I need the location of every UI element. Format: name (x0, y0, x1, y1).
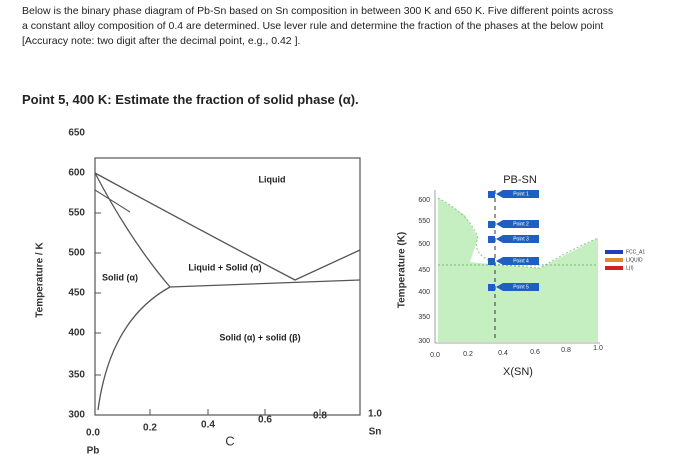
liquidus (94, 172, 361, 281)
legend-label: FCC_A1 (626, 249, 645, 255)
x-tick-label: 0.2 (463, 351, 473, 358)
y-tick-label: 450 (418, 267, 430, 274)
region-label: Liquid + Solid (α) (188, 262, 261, 272)
x-axis-label: X(SN) (503, 366, 533, 378)
points (488, 190, 503, 291)
x-tick-label: 0.8 (561, 347, 571, 354)
prompt: Point 5, 400 K: Estimate the fraction of… (22, 92, 359, 107)
x-end-label: Pb (87, 446, 100, 457)
right-diagram: Point 1 Point 2 Point 3 Point 4 Point 5 … (397, 174, 646, 378)
plot-frame (94, 157, 361, 416)
x-tick-label: 1.0 (593, 345, 603, 352)
x-tick-label: 0.2 (143, 423, 157, 434)
point-label: Point 5 (513, 284, 529, 290)
legend-swatch (605, 266, 623, 270)
y-tick-label: 450 (68, 288, 85, 299)
point-label: Point 4 (513, 258, 529, 264)
x-tick-label: 0.0 (86, 428, 100, 439)
ticks (95, 212, 321, 415)
y-tick-label: 500 (68, 248, 85, 259)
y-tick-label: 550 (68, 208, 85, 219)
region-label: Solid (α) + solid (β) (219, 332, 300, 342)
point-label: Point 1 (513, 191, 529, 197)
phase-boundary (437, 197, 599, 269)
legend-swatch (605, 250, 623, 254)
solidus (94, 172, 361, 288)
y-tick-label: 300 (418, 338, 430, 345)
x-tick-label: 0.4 (201, 420, 215, 431)
y-tick-label: 350 (418, 314, 430, 321)
boundary (94, 189, 131, 213)
y-tick-label: 550 (418, 218, 430, 225)
x-tick-label: 1.0 (368, 409, 382, 420)
phase-region (438, 198, 598, 342)
y-tick-label: 600 (68, 168, 85, 179)
solvus (97, 286, 171, 411)
left-diagram: Temperature / K 650 600 550 500 450 400 … (35, 128, 383, 457)
point-label: Point 3 (513, 236, 529, 242)
question-line: Below is the binary phase diagram of Pb-… (22, 5, 614, 17)
region-label: Liquid (259, 174, 286, 184)
y-tick-label: 400 (418, 289, 430, 296)
y-tick-label: 300 (68, 410, 85, 421)
x-end-label: Sn (369, 427, 382, 438)
y-tick-label: 500 (418, 241, 430, 248)
right-title: PB-SN (503, 174, 537, 186)
y-tick-label: 350 (68, 370, 85, 381)
point-label: Point 2 (513, 221, 529, 227)
question-line: a constant alloy composition of 0.4 are … (22, 20, 604, 32)
x-tick-label: 0.8 (313, 411, 327, 422)
y-tick-label: 600 (418, 197, 430, 204)
x-tick-label: 0.6 (258, 415, 272, 426)
region-label: Solid (α) (102, 272, 138, 282)
y-axis-label: Temperature / K (35, 242, 46, 318)
y-axis-label: Temperature (K) (397, 232, 408, 309)
legend-label: LIQUID (626, 257, 643, 263)
x-axis-label: C (225, 433, 234, 448)
x-tick-label: 0.6 (530, 349, 540, 356)
x-tick-label: 0.0 (430, 352, 440, 359)
y-tick-label: 400 (68, 328, 85, 339)
question-line: [Accuracy note: two digit after the deci… (22, 35, 301, 47)
legend-label: L(I) (626, 265, 634, 271)
legend-swatch (605, 258, 623, 262)
x-tick-label: 0.4 (498, 350, 508, 357)
y-tick-label: 650 (68, 128, 85, 139)
